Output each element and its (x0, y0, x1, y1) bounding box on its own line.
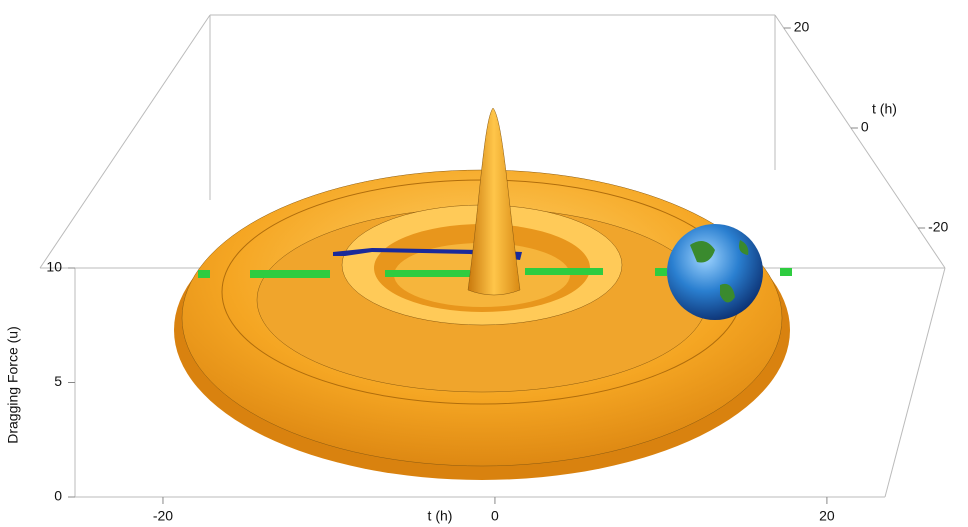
z-tick-label: 0 (54, 488, 62, 504)
x-tick-label: 0 (491, 508, 499, 524)
y-axis-label: t (h) (872, 101, 897, 117)
z-tick-label: 10 (46, 259, 62, 275)
y-tick-label: 0 (861, 119, 869, 135)
y-tick-label: -20 (928, 219, 948, 235)
z-tick-label: 5 (54, 373, 62, 389)
y-tick-label: 20 (794, 19, 810, 35)
surface (174, 108, 792, 480)
page: {"chart_data": {"type": "surface3d", "x_… (0, 0, 968, 527)
x-axis-label: t (h) (428, 508, 453, 524)
z-axis-label: Dragging Force (u) (5, 326, 21, 444)
chart: t (h) Dragging Force (u) t (h) -20 0 20 0 5 1… (0, 0, 968, 527)
x-tick-label: 20 (819, 508, 835, 524)
x-tick-label: -20 (153, 508, 173, 524)
